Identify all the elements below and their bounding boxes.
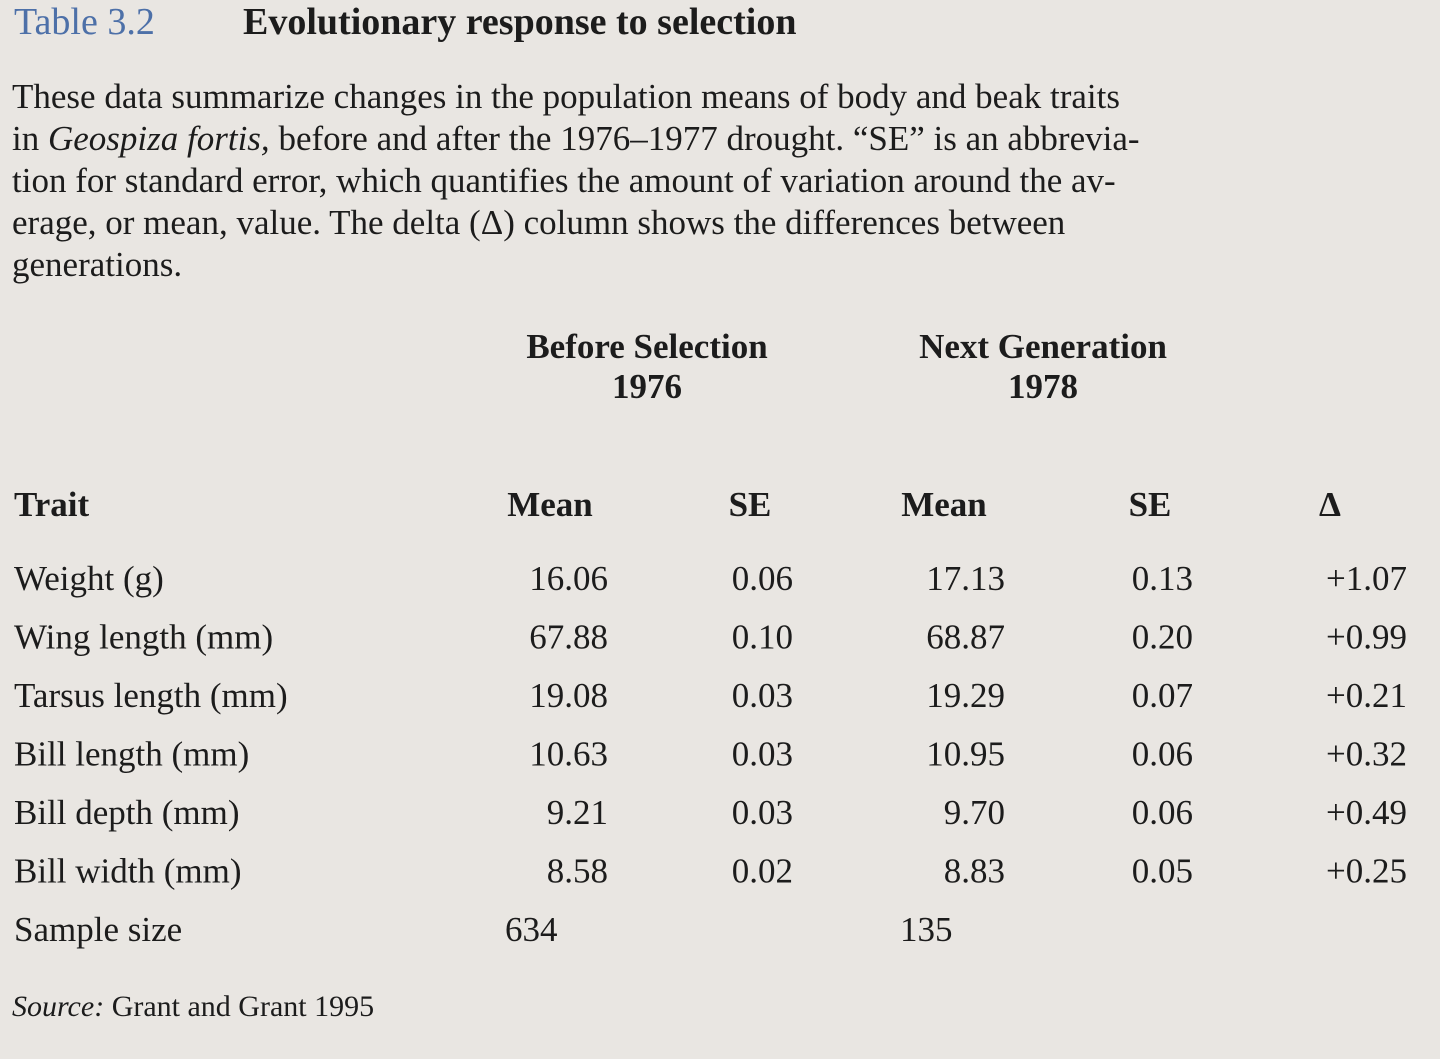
cell-value: 0.03 [732, 735, 793, 774]
caption-line: generations. [12, 245, 182, 284]
cell-value: +0.99 [1326, 618, 1407, 657]
caption-text: generations. [12, 245, 182, 284]
column-header: Trait [14, 485, 90, 524]
caption-text: erage, or mean, value. The delta (Δ) col… [12, 203, 1065, 242]
cell-value: 16.06 [529, 559, 608, 598]
row-label: Wing length (mm) [14, 618, 273, 657]
cell-value: 9.70 [944, 793, 1005, 832]
caption-text: tion for standard error, which quantifie… [12, 161, 1116, 200]
source: Source: Grant and Grant 1995 [12, 990, 374, 1023]
caption-text: before and after the 1976–1977 drought. … [270, 119, 1140, 158]
row-label: Bill depth (mm) [14, 793, 240, 832]
column-header: Δ [1319, 485, 1341, 524]
cell-value: +0.32 [1326, 735, 1407, 774]
cell-value: 67.88 [529, 618, 608, 657]
cell-value: +0.49 [1326, 793, 1407, 832]
row-label: Bill length (mm) [14, 735, 249, 774]
group-header: Next Generation [919, 327, 1167, 366]
row-label: Bill width (mm) [14, 852, 242, 891]
caption-text: These data summarize changes in the popu… [12, 77, 1120, 116]
cell-value: +0.21 [1326, 676, 1407, 715]
row-label: Tarsus length (mm) [14, 676, 288, 715]
cell-value: 0.07 [1132, 676, 1193, 715]
caption-text: in [12, 119, 48, 158]
cell-value: 17.13 [926, 559, 1005, 598]
cell-value: 19.29 [926, 676, 1005, 715]
cell-value: 0.02 [732, 852, 793, 891]
cell-value: +1.07 [1326, 559, 1407, 598]
source-label: Source: [12, 990, 104, 1023]
cell-value: 8.58 [547, 852, 608, 891]
cell-value: 0.05 [1132, 852, 1193, 891]
cell-value: 0.06 [1132, 735, 1193, 774]
cell-value: +0.25 [1326, 852, 1407, 891]
table-label: Table 3.2 [14, 1, 155, 43]
caption-line: erage, or mean, value. The delta (Δ) col… [12, 203, 1065, 242]
cell-value: 634 [505, 910, 558, 949]
caption-line: These data summarize changes in the popu… [12, 77, 1120, 116]
cell-value: 10.95 [926, 735, 1005, 774]
column-header: SE [1129, 485, 1172, 524]
table-title: Evolutionary response to selection [243, 1, 796, 43]
cell-value: 0.13 [1132, 559, 1193, 598]
source-text: Grant and Grant 1995 [112, 990, 374, 1023]
caption-line: tion for standard error, which quantifie… [12, 161, 1116, 200]
cell-value: 0.20 [1132, 618, 1193, 657]
cell-value: 10.63 [529, 735, 608, 774]
cell-value: 0.06 [1132, 793, 1193, 832]
cell-value: 8.83 [944, 852, 1005, 891]
group-year: 1978 [1008, 367, 1078, 406]
column-header: SE [729, 485, 772, 524]
caption-text: Geospiza fortis, [48, 119, 270, 158]
cell-value: 135 [900, 910, 953, 949]
caption-line: in Geospiza fortis, before and after the… [12, 119, 1140, 158]
cell-value: 68.87 [926, 618, 1005, 657]
column-header: Mean [507, 485, 593, 524]
group-header: Before Selection [526, 327, 767, 366]
column-header: Mean [901, 485, 987, 524]
cell-value: 0.06 [732, 559, 793, 598]
cell-value: 0.10 [732, 618, 793, 657]
row-label: Weight (g) [14, 559, 164, 598]
row-label: Sample size [14, 910, 182, 949]
cell-value: 9.21 [547, 793, 608, 832]
cell-value: 0.03 [732, 676, 793, 715]
group-year: 1976 [612, 367, 682, 406]
cell-value: 0.03 [732, 793, 793, 832]
cell-value: 19.08 [529, 676, 608, 715]
